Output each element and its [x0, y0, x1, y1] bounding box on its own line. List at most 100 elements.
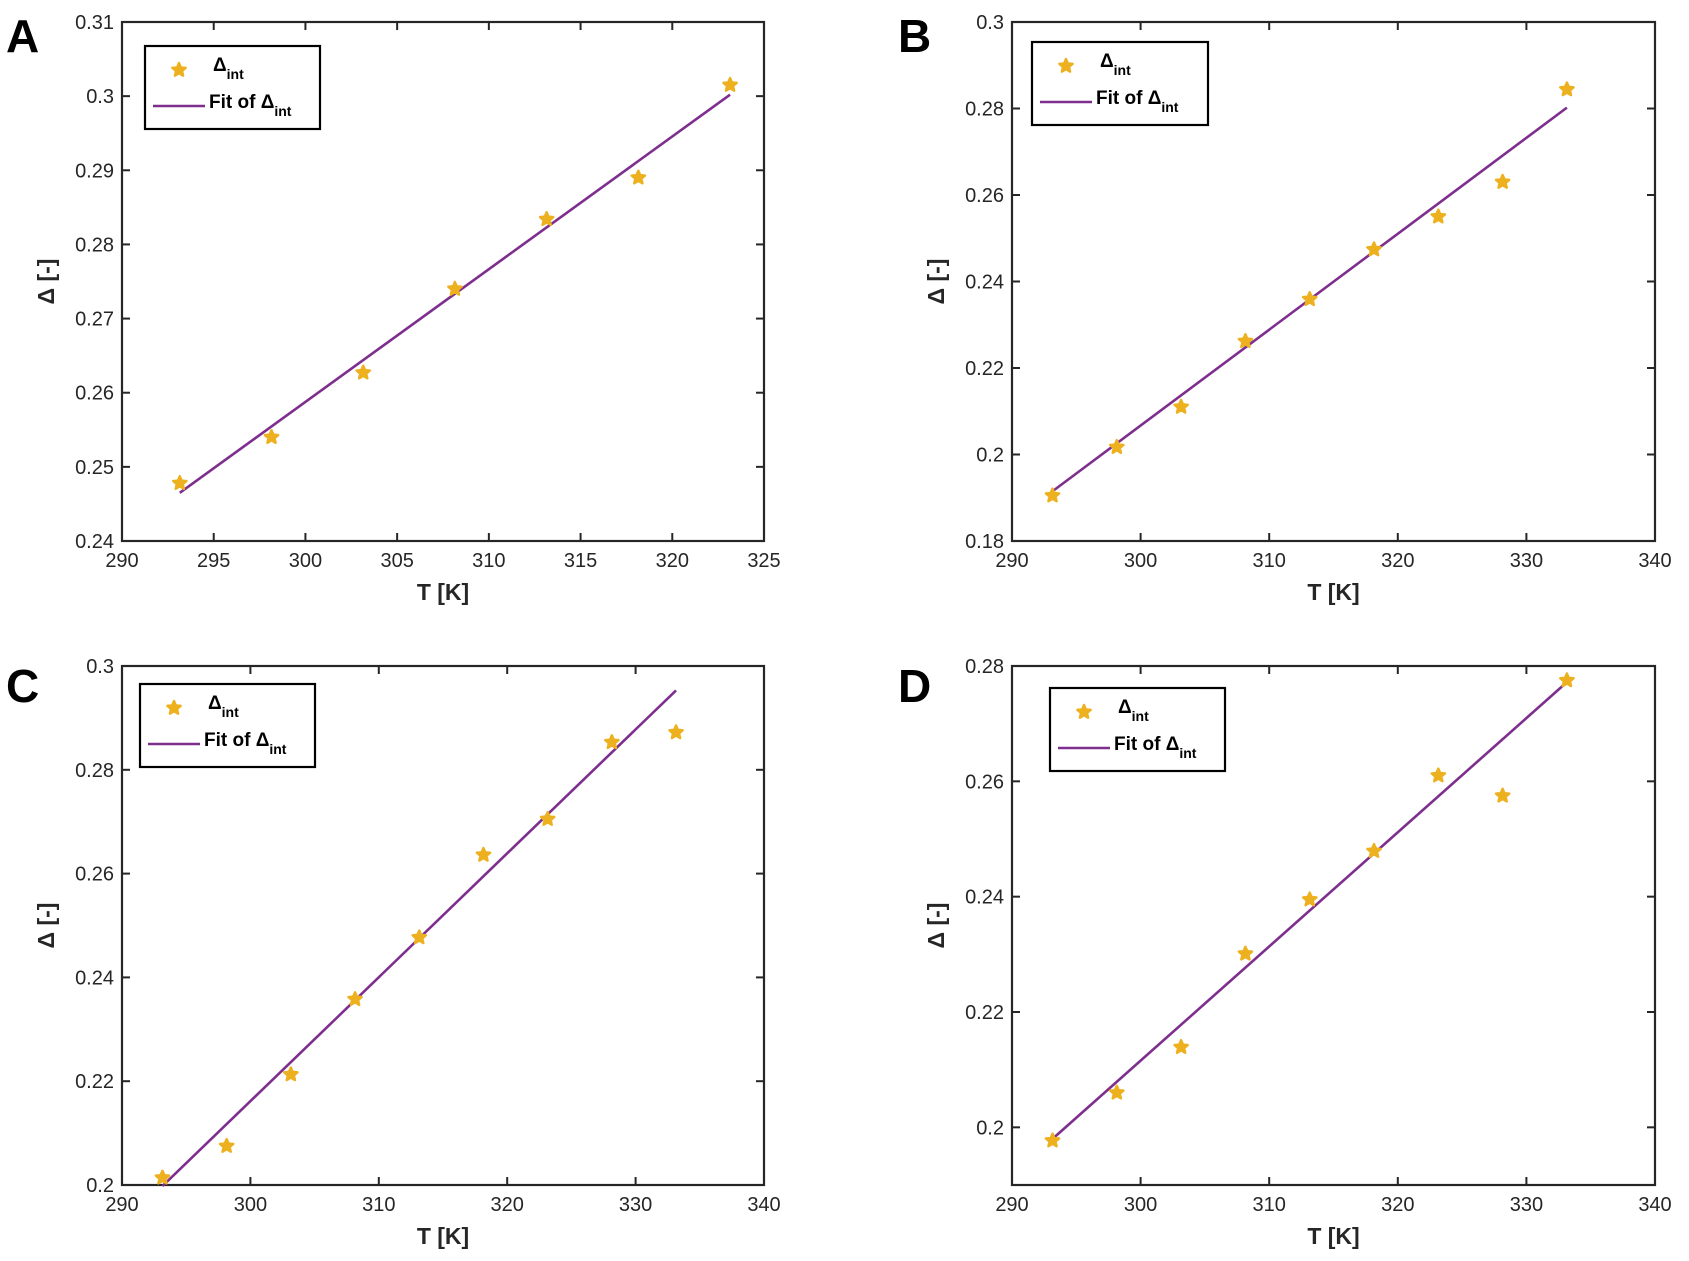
y-tick-label: 0.22 [965, 1002, 1004, 1024]
panel-d: D 290 300 310 320 330 340 0.2 0.22 0.24 0.26 0.28 T … [898, 656, 1672, 1249]
x-tick-label: 290 [105, 550, 138, 572]
panel-letter: D [898, 660, 931, 712]
y-tick-label: 0.3 [86, 656, 114, 678]
plot-frame [120, 20, 766, 543]
legend-marker [1076, 703, 1092, 719]
x-axis-label: T [K] [1307, 1223, 1359, 1249]
x-tick-label: 340 [1638, 550, 1671, 572]
x-tick-label: 325 [747, 550, 780, 572]
y-tick-label: 0.26 [965, 771, 1004, 793]
x-axis-label: T [K] [417, 1223, 469, 1249]
y-tick-label: 0.28 [75, 760, 114, 782]
scatter-point [722, 76, 738, 92]
scatter-point [1559, 81, 1575, 97]
scatter-point [1494, 787, 1511, 803]
y-tick-label: 0.24 [965, 272, 1004, 294]
x-tick-label: 310 [1253, 550, 1286, 572]
y-tick-label: 0.28 [965, 656, 1004, 678]
scatter-point [538, 211, 555, 227]
scatter-point [475, 846, 492, 862]
legend-entry-data-main: Δ [208, 693, 222, 714]
x-tick-label: 330 [1510, 550, 1543, 572]
legend-entry-data-sub: int [1114, 62, 1131, 78]
scatter-point [1044, 487, 1061, 503]
x-tick-label: 330 [1510, 1194, 1543, 1216]
scatter-point [603, 734, 620, 750]
x-tick-label: 305 [380, 550, 413, 572]
x-tick-label: 320 [1381, 550, 1414, 572]
scatter-point [539, 810, 556, 826]
legend-entry-data: Δint [1100, 51, 1131, 78]
y-tick-label: 0.28 [75, 234, 114, 256]
plot-frame [120, 664, 766, 1187]
scatter-point [263, 429, 280, 445]
panel-b: B 290 300 310 320 330 340 0.18 0.2 0.22 0.24 0.26 0.… [898, 10, 1672, 605]
panel-letter: B [898, 10, 931, 62]
y-tick-label: 0.3 [86, 86, 114, 108]
legend-entry-fit-main: Fit of Δ [209, 92, 274, 113]
legend-box [143, 44, 322, 131]
y-tick-label: 0.22 [965, 358, 1004, 380]
y-tick-label: 0.31 [75, 12, 114, 34]
x-tick-label: 290 [995, 550, 1028, 572]
scatter-point [1237, 332, 1254, 349]
legend-marker [1058, 57, 1074, 73]
y-tick-label: 0.24 [965, 887, 1004, 909]
x-tick-label: 320 [1381, 1194, 1414, 1216]
scatter-point [154, 1169, 171, 1185]
x-tick-label: 340 [747, 1194, 780, 1216]
y-tick-label: 0.27 [75, 309, 114, 331]
panel-a: A 290 295 300 305 310 315 320 325 0.24 0.25 0.26 0.2… [6, 10, 781, 605]
x-axis-label: T [K] [417, 579, 469, 605]
x-tick-label: 315 [564, 550, 597, 572]
legend-entry-fit: Fit of Δint [1096, 88, 1179, 115]
legend-box [138, 682, 317, 769]
legend-marker [171, 61, 187, 77]
x-tick-label: 300 [234, 1194, 267, 1216]
y-axis-label: Δ [-] [33, 259, 59, 305]
x-tick-label: 295 [197, 550, 230, 572]
scatter-point [355, 364, 372, 380]
legend-entry-data-sub: int [222, 704, 239, 720]
y-axis-label: Δ [-] [923, 259, 949, 305]
fit-line [1051, 681, 1568, 1140]
legend-entry-data-sub: int [227, 66, 244, 82]
scatter-point [668, 724, 684, 740]
scatter-point [1301, 291, 1318, 307]
legend-entry-fit-sub: int [274, 103, 291, 119]
panel-c: C 290 300 310 320 330 340 0.2 0.22 0.24 0.26 0.28 0.… [6, 656, 781, 1249]
scatter-point [282, 1066, 299, 1082]
y-tick-label: 0.25 [75, 457, 114, 479]
x-tick-label: 310 [1253, 1194, 1286, 1216]
x-tick-label: 320 [491, 1194, 524, 1216]
x-tick-label: 310 [362, 1194, 395, 1216]
scatter-series [1044, 81, 1575, 503]
x-tick-label: 310 [472, 550, 505, 572]
scatter-series [1044, 672, 1575, 1148]
y-tick-label: 0.2 [86, 1175, 114, 1197]
legend-entry-fit-sub: int [269, 741, 286, 757]
y-tick-label: 0.26 [75, 864, 114, 886]
y-tick-label: 0.26 [75, 383, 114, 405]
y-tick-label: 0.26 [965, 185, 1004, 207]
scatter-point [171, 474, 188, 491]
scatter-series [154, 724, 684, 1185]
legend-entry-data-main: Δ [213, 55, 227, 76]
x-tick-label: 290 [105, 1194, 138, 1216]
y-axis-label: Δ [-] [33, 903, 59, 949]
scatter-point [218, 1137, 235, 1153]
scatter-point [447, 280, 463, 296]
fit-line [179, 93, 731, 494]
scatter-point [1366, 241, 1382, 257]
scatter-point [1173, 398, 1189, 414]
legend-entry-fit-main: Fit of Δ [1096, 88, 1161, 109]
legend-entry-fit: Fit of Δint [1114, 734, 1197, 761]
y-tick-label: 0.29 [75, 160, 114, 182]
legend-entry-fit: Fit of Δint [209, 92, 292, 119]
y-tick-label: 0.2 [976, 1117, 1004, 1139]
legend-box [1030, 40, 1210, 127]
